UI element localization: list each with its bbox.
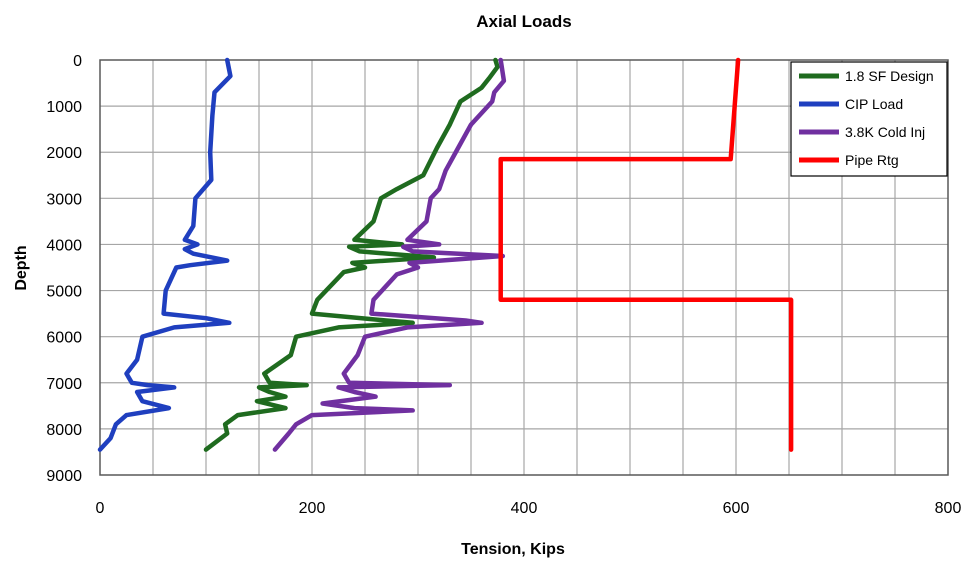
y-tick-label: 5000 <box>46 284 82 301</box>
y-tick-label: 4000 <box>46 237 82 254</box>
y-tick-label: 2000 <box>46 145 82 162</box>
y-tick-label: 0 <box>73 53 82 70</box>
series-line-1-8-sf-design <box>203 57 500 452</box>
plot-border <box>99 59 949 476</box>
legend-label-3-8k-cold-inj: 3.8K Cold Inj <box>845 124 925 140</box>
series-line-3-8k-cold-inj <box>272 57 507 452</box>
x-tick-label: 0 <box>96 500 105 517</box>
grid <box>100 60 948 475</box>
legend: 1.8 SF Design CIP Load 3.8K Cold Inj Pipe R… <box>790 61 948 177</box>
y-tick-label: 3000 <box>46 191 82 208</box>
y-tick-label: 8000 <box>46 422 82 439</box>
y-tick-label: 9000 <box>46 468 82 485</box>
series-line-cip-load <box>97 57 233 452</box>
x-axis-title: Tension, Kips <box>461 541 565 558</box>
x-tick-label: 800 <box>935 500 962 517</box>
x-tick-label: 400 <box>511 500 538 517</box>
legend-label-1-8-sf-design: 1.8 SF Design <box>845 68 934 84</box>
x-tick-label: 200 <box>299 500 326 517</box>
ticks: 0 200 400 600 800010002000300040005000600070… <box>46 53 961 517</box>
y-tick-label: 7000 <box>46 376 82 393</box>
legend-label-pipe-rtg: Pipe Rtg <box>845 152 899 168</box>
y-tick-label: 1000 <box>46 99 82 116</box>
series-layer <box>97 57 794 452</box>
y-axis-title: Depth <box>13 245 30 290</box>
x-tick-label: 600 <box>723 500 750 517</box>
legend-label-cip-load: CIP Load <box>845 96 903 112</box>
y-tick-label: 6000 <box>46 330 82 347</box>
chart-title: Axial Loads <box>476 12 571 31</box>
legend-box <box>790 61 948 177</box>
series-line-pipe-rtg <box>498 57 794 452</box>
